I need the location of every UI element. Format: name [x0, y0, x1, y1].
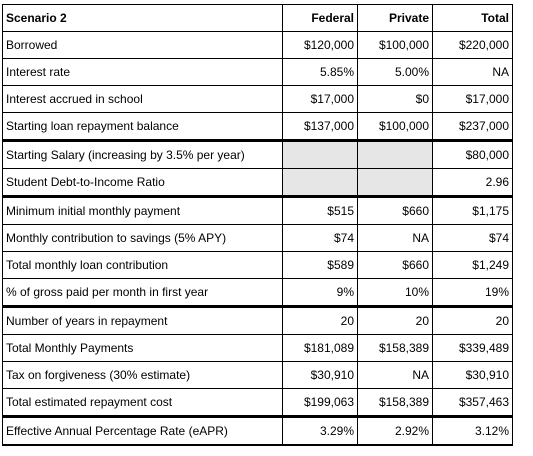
row-label-cell[interactable]: Tax on forgiveness (30% estimate)	[2, 361, 283, 389]
table-row: Effective Annual Percentage Rate (eAPR) …	[2, 415, 513, 446]
total-cell[interactable]: 2.96	[432, 168, 513, 197]
federal-cell[interactable]: $74	[282, 224, 358, 252]
table-row: Minimum initial monthly payment $515 $66…	[2, 195, 513, 225]
private-cell[interactable]	[357, 168, 433, 197]
federal-cell[interactable]: 5.85%	[282, 58, 358, 86]
row-label-cell[interactable]: Minimum initial monthly payment	[2, 195, 283, 225]
table-row: Interest rate 5.85% 5.00% NA	[2, 58, 513, 86]
private-cell[interactable]: 2.92%	[357, 415, 433, 446]
table-row: Total monthly loan contribution $589 $66…	[2, 251, 513, 279]
row-label-cell[interactable]: Interest accrued in school	[2, 85, 283, 113]
private-cell[interactable]: $660	[357, 195, 433, 225]
total-cell[interactable]: $1,175	[432, 195, 513, 225]
row-label-cell[interactable]: Borrowed	[2, 31, 283, 59]
federal-cell[interactable]: $30,910	[282, 361, 358, 389]
total-cell[interactable]: $80,000	[432, 139, 513, 169]
row-label-cell[interactable]: Interest rate	[2, 58, 283, 86]
private-cell[interactable]	[357, 139, 433, 169]
private-cell[interactable]: $100,000	[357, 31, 433, 59]
header-label-cell[interactable]: Scenario 2	[2, 4, 283, 32]
total-cell[interactable]: NA	[432, 58, 513, 86]
total-cell[interactable]: 19%	[432, 278, 513, 307]
total-cell[interactable]: $237,000	[432, 112, 513, 141]
total-cell[interactable]: $357,463	[432, 388, 513, 417]
total-cell[interactable]: 20	[432, 305, 513, 335]
header-row: Scenario 2 Federal Private Total	[2, 4, 513, 32]
row-label-cell[interactable]: Total estimated repayment cost	[2, 388, 283, 417]
private-cell[interactable]: 10%	[357, 278, 433, 307]
private-cell[interactable]: NA	[357, 361, 433, 389]
private-cell[interactable]: $0	[357, 85, 433, 113]
private-cell[interactable]: $158,389	[357, 388, 433, 417]
row-label-cell[interactable]: Student Debt-to-Income Ratio	[2, 168, 283, 197]
row-label-cell[interactable]: Monthly contribution to savings (5% APY)	[2, 224, 283, 252]
header-private-cell[interactable]: Private	[357, 4, 433, 32]
federal-cell[interactable]: $181,089	[282, 334, 358, 362]
private-cell[interactable]: $100,000	[357, 112, 433, 141]
total-cell[interactable]: $30,910	[432, 361, 513, 389]
federal-cell[interactable]: 3.29%	[282, 415, 358, 446]
table-row: Starting loan repayment balance $137,000…	[2, 112, 513, 141]
federal-cell[interactable]: $137,000	[282, 112, 358, 141]
federal-cell[interactable]: 9%	[282, 278, 358, 307]
total-cell[interactable]: $339,489	[432, 334, 513, 362]
table-row: % of gross paid per month in first year …	[2, 278, 513, 307]
private-cell[interactable]: 5.00%	[357, 58, 433, 86]
total-cell[interactable]: $74	[432, 224, 513, 252]
table-row: Borrowed $120,000 $100,000 $220,000	[2, 31, 513, 59]
table-row: Number of years in repayment 20 20 20	[2, 305, 513, 335]
total-cell[interactable]: $1,249	[432, 251, 513, 279]
row-label-cell[interactable]: Effective Annual Percentage Rate (eAPR)	[2, 415, 283, 446]
table-row: Total estimated repayment cost $199,063 …	[2, 388, 513, 417]
total-cell[interactable]: $220,000	[432, 31, 513, 59]
total-cell[interactable]: $17,000	[432, 85, 513, 113]
total-cell[interactable]: 3.12%	[432, 415, 513, 446]
federal-cell[interactable]	[282, 168, 358, 197]
federal-cell[interactable]: $515	[282, 195, 358, 225]
row-label-cell[interactable]: Number of years in repayment	[2, 305, 283, 335]
header-federal-cell[interactable]: Federal	[282, 4, 358, 32]
row-label-cell[interactable]: % of gross paid per month in first year	[2, 278, 283, 307]
table-row: Monthly contribution to savings (5% APY)…	[2, 224, 513, 252]
federal-cell[interactable]: $17,000	[282, 85, 358, 113]
federal-cell[interactable]: $199,063	[282, 388, 358, 417]
row-label-cell[interactable]: Total monthly loan contribution	[2, 251, 283, 279]
table-row: Starting Salary (increasing by 3.5% per …	[2, 139, 513, 169]
private-cell[interactable]: $158,389	[357, 334, 433, 362]
private-cell[interactable]: NA	[357, 224, 433, 252]
private-cell[interactable]: 20	[357, 305, 433, 335]
federal-cell[interactable]: $589	[282, 251, 358, 279]
private-cell[interactable]: $660	[357, 251, 433, 279]
row-label-cell[interactable]: Total Monthly Payments	[2, 334, 283, 362]
federal-cell[interactable]	[282, 139, 358, 169]
table-row: Tax on forgiveness (30% estimate) $30,91…	[2, 361, 513, 389]
row-label-cell[interactable]: Starting Salary (increasing by 3.5% per …	[2, 139, 283, 169]
table-row: Total Monthly Payments $181,089 $158,389…	[2, 334, 513, 362]
header-total-cell[interactable]: Total	[432, 4, 513, 32]
table-row: Interest accrued in school $17,000 $0 $1…	[2, 85, 513, 113]
federal-cell[interactable]: $120,000	[282, 31, 358, 59]
table-row: Student Debt-to-Income Ratio 2.96	[2, 168, 513, 197]
row-label-cell[interactable]: Starting loan repayment balance	[2, 112, 283, 141]
scenario-table: Scenario 2 Federal Private Total Borrowe…	[2, 4, 513, 446]
federal-cell[interactable]: 20	[282, 305, 358, 335]
